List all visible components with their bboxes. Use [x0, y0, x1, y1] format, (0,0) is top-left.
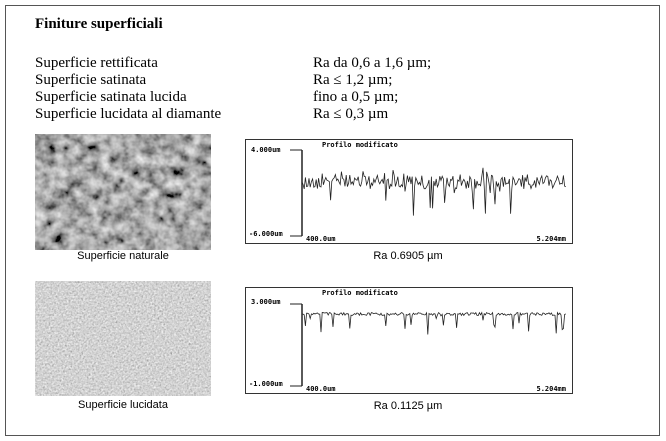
- profile-box: [245, 139, 573, 244]
- profile-title: Profilo modificato: [322, 141, 398, 149]
- x-label: 5.204mm: [536, 385, 566, 393]
- spec-table: Superficie rettificata Ra da 0,6 a 1,6 µ…: [35, 55, 431, 122]
- x-label: 5.204mm: [536, 235, 566, 243]
- profile-title: Profilo modificato: [322, 289, 398, 297]
- cell: fino a 0,5 µm;: [313, 89, 398, 105]
- photo: [35, 281, 211, 396]
- x-label: 400.0um: [306, 235, 336, 243]
- y-label: 4.000um: [251, 146, 281, 154]
- cell: Superficie rettificata: [35, 55, 158, 71]
- cell: Superficie lucidata al diamante: [35, 106, 222, 122]
- cell: Ra ≤ 0,3 µm: [313, 106, 389, 122]
- y-label: 3.000um: [251, 298, 281, 306]
- photo: [35, 134, 211, 250]
- ra-caption: Ra 0.6905 µm: [373, 250, 442, 262]
- profile-box: [245, 287, 573, 394]
- photo-caption: Superficie naturale: [77, 250, 169, 262]
- cell: Ra da 0,6 a 1,6 µm;: [313, 55, 431, 71]
- title: Finiture superficiali: [35, 16, 163, 32]
- cell: Ra ≤ 1,2 µm;: [313, 72, 392, 88]
- x-label: 400.0um: [306, 385, 336, 393]
- profile-line: [301, 167, 567, 216]
- ra-caption: Ra 0.1125 µm: [374, 400, 443, 412]
- photo-caption: Superficie lucidata: [78, 399, 169, 411]
- y-label: -1.000um: [249, 380, 283, 388]
- y-label: -6.000um: [249, 230, 283, 238]
- profile-line: [301, 311, 566, 335]
- cell: Superficie satinata lucida: [35, 89, 187, 105]
- cell: Superficie satinata: [35, 72, 147, 88]
